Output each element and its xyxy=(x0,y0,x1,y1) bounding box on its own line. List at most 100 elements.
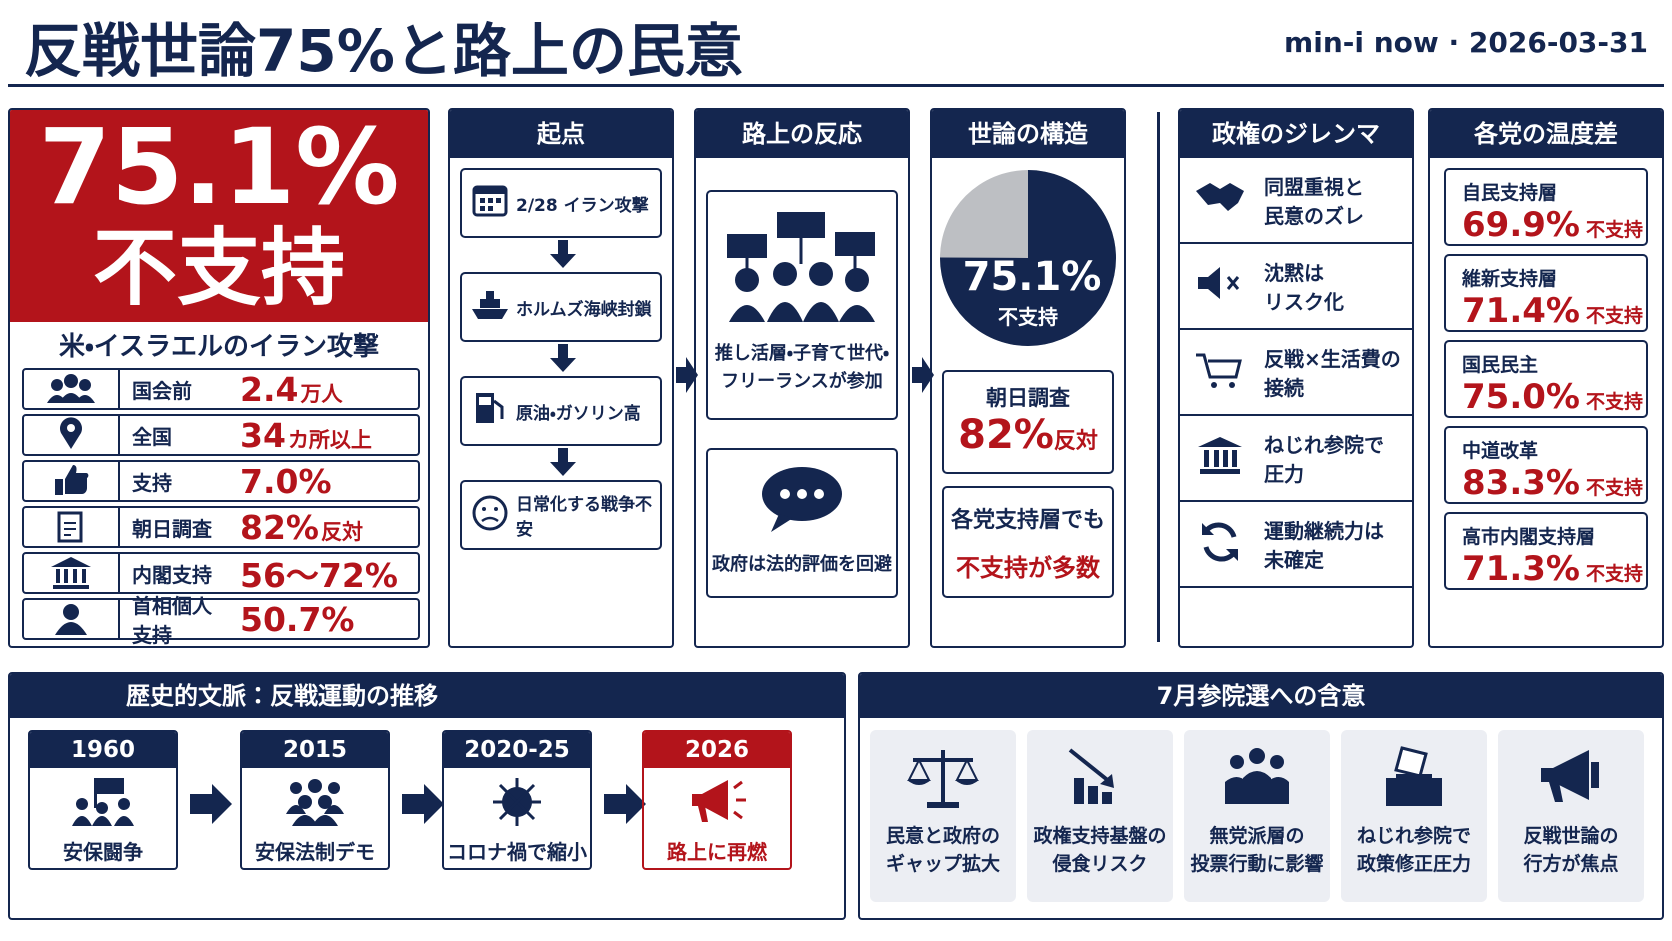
panel-header: 7月参院選への含意 xyxy=(860,674,1662,718)
step-box: ホルムズ海峡封鎖 xyxy=(460,272,662,342)
history-card: 1960 安保闘争 xyxy=(28,730,178,870)
asahi-box: 朝日調査 82%反対 xyxy=(942,370,1114,474)
history-arrow xyxy=(188,782,234,830)
history-label: 路上に再燃 xyxy=(667,840,767,864)
stat-row: 全国 34 カ所以上 xyxy=(22,414,420,456)
stat-value: 2.4 xyxy=(240,369,299,409)
icon xyxy=(907,750,979,808)
party-value: 71.4% xyxy=(1462,291,1580,331)
party-item: 国民民主 75.0% 不支持 xyxy=(1444,340,1648,418)
icon xyxy=(550,448,576,476)
implication-card: 無党派層の 投票行動に影響 xyxy=(1184,730,1330,902)
stat-value: 82% xyxy=(240,507,319,547)
stat-value-wrap: 7.0% xyxy=(240,462,332,501)
icon xyxy=(550,344,576,372)
stat-icon xyxy=(24,508,120,546)
step-box: 2/28 イラン攻撃 xyxy=(460,168,662,238)
party-line: 69.9% 不支持 xyxy=(1462,205,1646,245)
step-icon xyxy=(470,389,510,434)
icon xyxy=(60,417,82,449)
history-label: コロナ禍で縮小 xyxy=(447,840,587,864)
party-line: 71.4% 不支持 xyxy=(1462,291,1646,331)
icon xyxy=(55,604,87,635)
stat-row: 首相個人支持 50.7% xyxy=(22,594,420,646)
history-year: 2015 xyxy=(242,732,388,768)
party-item: 中道改革 83.3% 不支持 xyxy=(1444,426,1648,504)
icon xyxy=(472,185,508,216)
step-text: 2/28 イラン攻撃 xyxy=(516,195,649,216)
protest-icon xyxy=(727,212,875,322)
dilemma-icon xyxy=(1194,435,1246,482)
implication-icon xyxy=(1341,744,1487,822)
history-panel: 歴史的文脈：反戦運動の推移 1960 安保闘争 2015 安保法制デモ 2020-25 コ… xyxy=(8,672,846,920)
title-rule xyxy=(8,84,1664,87)
panel-header: 政権のジレンマ xyxy=(1180,110,1412,158)
icon xyxy=(1196,182,1244,211)
asahi-label: 朝日調査 xyxy=(986,386,1070,410)
dilemma-text: 同盟重視と 民意のズレ xyxy=(1264,175,1364,228)
stat-label: 国会前 xyxy=(132,378,192,403)
implication-card: 民意と政府の ギャップ拡大 xyxy=(870,730,1016,902)
stat-value: 50.7% xyxy=(240,599,355,639)
pie-caption: 不支持 xyxy=(998,305,1058,329)
implication-icon xyxy=(870,744,1016,822)
icon xyxy=(692,780,746,822)
stat-icon xyxy=(24,600,120,638)
implication-text: 政権支持基盤の 侵食リスク xyxy=(1033,825,1167,875)
history-arrow xyxy=(400,782,446,830)
stat-unit: 反対 xyxy=(321,519,363,544)
street-panel: 路上の反応 推し活層・子育て世代・ フリーランスが参加 政府は法的評価を回避 xyxy=(694,108,910,648)
stat-value: 34 xyxy=(240,415,286,455)
party-unit: 不支持 xyxy=(1585,391,1643,413)
step-text: ホルムズ海峡封鎖 xyxy=(516,299,652,320)
icon xyxy=(1202,522,1238,561)
dilemma-icon xyxy=(1194,263,1246,310)
stat-icon xyxy=(24,370,120,408)
party-name: 自民支持層 xyxy=(1462,182,1558,204)
icon xyxy=(472,495,508,530)
party-value: 71.3% xyxy=(1462,549,1580,589)
dilemma-text: 反戦×生活費の 接続 xyxy=(1264,347,1401,400)
stat-unit: カ所以上 xyxy=(287,427,372,452)
stat-row: 支持 7.0% xyxy=(22,460,420,502)
history-icon xyxy=(644,774,790,834)
note-line: 各党支持層でも xyxy=(950,508,1105,533)
stat-value-wrap: 82% 反対 xyxy=(240,508,363,547)
stat-value: 7.0% xyxy=(240,461,332,501)
dilemma-text: 運動継続力は 未確定 xyxy=(1264,519,1384,572)
party-unit: 不支持 xyxy=(1585,563,1643,585)
page-title: 反戦世論75%と路上の民意 xyxy=(24,17,743,85)
dilemma-icon xyxy=(1194,349,1246,396)
implication-text: 民意と政府の ギャップ拡大 xyxy=(885,825,1000,875)
parties-panel: 各党の温度差 自民支持層 69.9% 不支持 維新支持層 71.4% 不支持 国民民主 75.… xyxy=(1428,108,1664,648)
step-icon xyxy=(470,493,510,538)
step-arrow xyxy=(548,344,578,378)
pie-label: 75.1% xyxy=(963,254,1102,300)
icon xyxy=(55,465,89,495)
stat-label: 全国 xyxy=(132,424,172,449)
icon xyxy=(493,778,541,826)
origin-panel: 起点 2/28 イラン攻撃 ホルムズ海峡封鎖 原油・ガソリン高 日常化する戦争不安 xyxy=(448,108,674,648)
street-box: 政府は法的評価を回避 xyxy=(706,448,898,598)
stat-value: 56〜72% xyxy=(240,556,398,595)
party-value: 69.9% xyxy=(1462,205,1580,245)
panel-header: 路上の反応 xyxy=(696,110,908,158)
party-line: 75.0% 不支持 xyxy=(1462,377,1646,417)
party-value: 83.3% xyxy=(1462,463,1580,503)
icon xyxy=(51,557,91,589)
implication-text: ねじれ参院で 政策修正圧力 xyxy=(1356,825,1471,875)
implication-icon xyxy=(1498,744,1644,822)
party-item: 維新支持層 71.4% 不支持 xyxy=(1444,254,1648,332)
stat-value-wrap: 2.4 万人 xyxy=(240,370,342,409)
stat-value-wrap: 34 カ所以上 xyxy=(240,416,372,455)
stat-label: 朝日調査 xyxy=(132,516,212,541)
icon xyxy=(1068,748,1114,804)
pie-chart: 75.1% 不支持 xyxy=(940,170,1116,346)
party-value: 75.0% xyxy=(1462,377,1580,417)
panel-header: 歴史的文脈：反戦運動の推移 xyxy=(10,674,844,718)
stat-row: 朝日調査 82% 反対 xyxy=(22,506,420,548)
dilemma-item: 反戦×生活費の 接続 xyxy=(1180,330,1412,416)
stat-row: 国会前 2.4 万人 xyxy=(22,368,420,410)
party-name: 中道改革 xyxy=(1462,440,1539,462)
